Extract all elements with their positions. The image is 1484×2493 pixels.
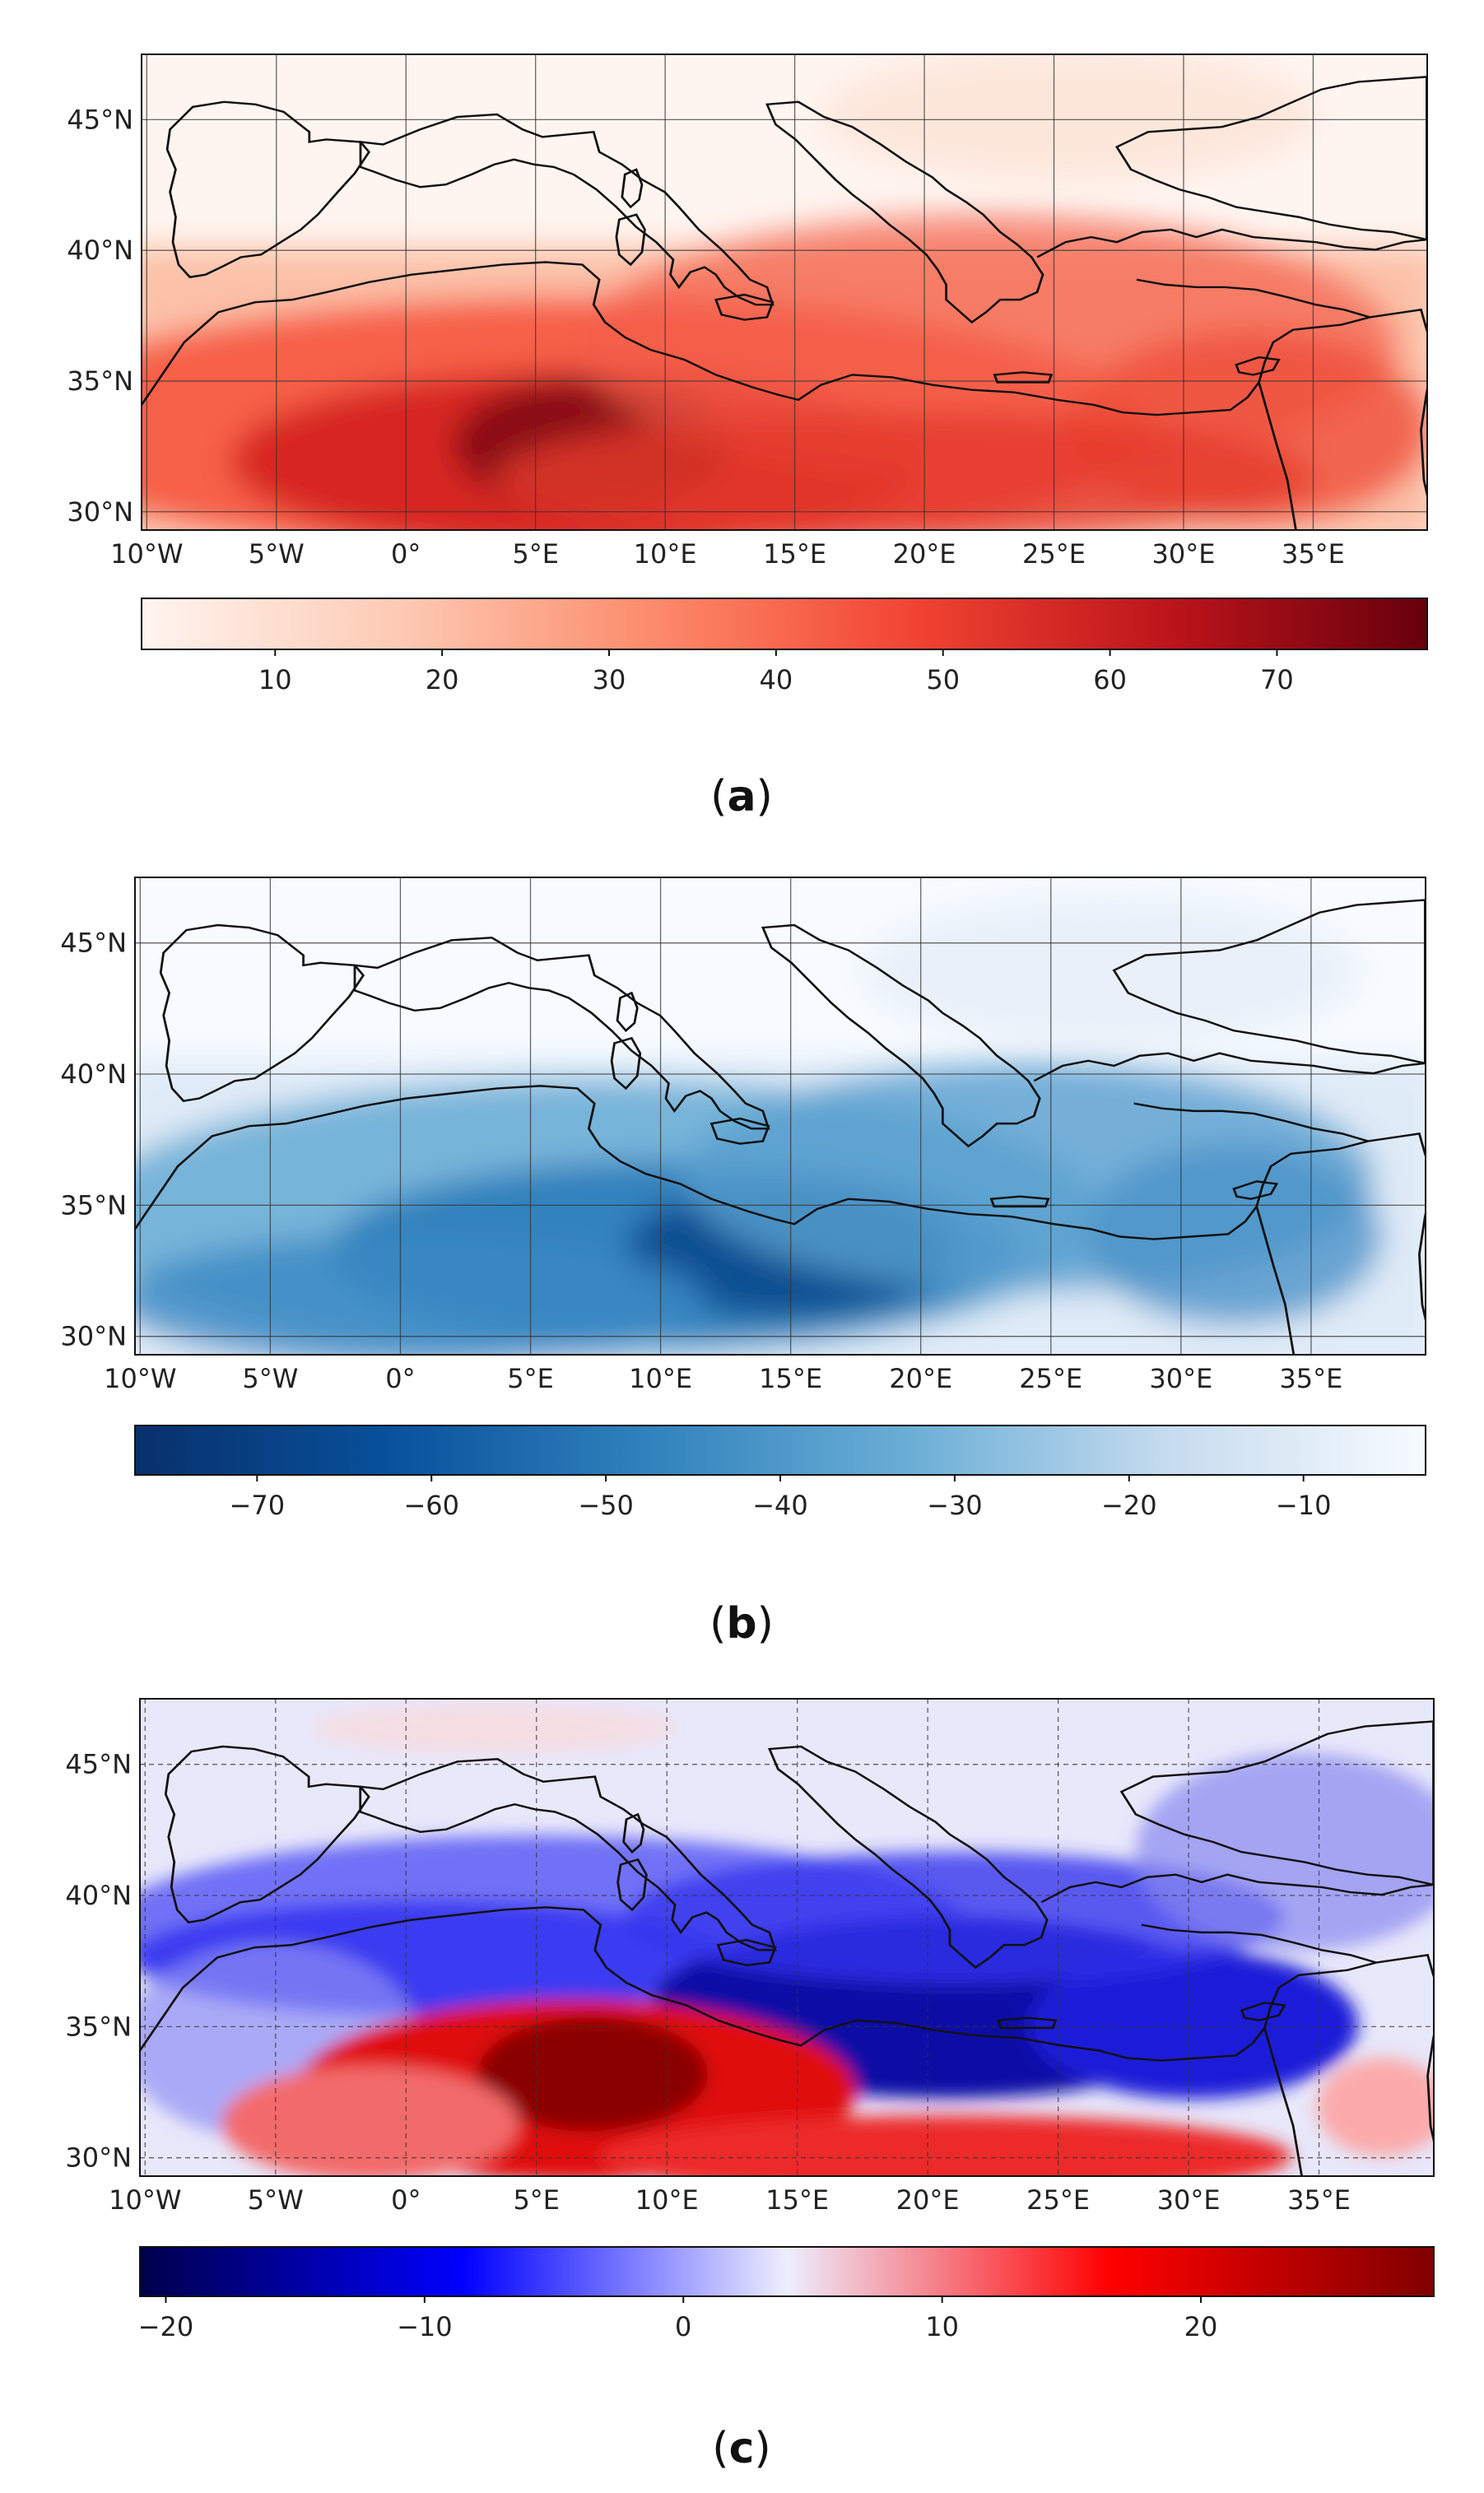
panel-a-lat-tick-label: 35°N: [67, 365, 133, 397]
panel-b-colorbar-ticks: −70 −60 −50 −40 −30 −20 −10: [230, 1475, 1332, 1521]
panel-c-colorbar-tick-label: −20: [138, 2311, 194, 2342]
panel-c-lat-ticks: 45°N 40°N 35°N 30°N: [65, 1749, 132, 2174]
panel-b-lon-tick-label: 30°E: [1149, 1363, 1212, 1394]
panel-b-lon-tick-label: 5°E: [507, 1363, 554, 1394]
panel-c-lat-tick-label: 35°N: [65, 2011, 132, 2042]
panel-b-gridlines: [135, 877, 1426, 1355]
panel-b-lon-tick-label: 0°: [385, 1363, 415, 1394]
panel-a-lon-tick-label: 15°E: [763, 538, 826, 570]
panel-b: 45°N 40°N 35°N 30°N 10°W 5°W 0° 5°E 10°E 15°E 20°…: [60, 877, 1426, 1649]
panel-a-lat-tick-label: 45°N: [67, 104, 133, 135]
panel-c-frame: [139, 1698, 1435, 2177]
panel-c-lon-tick-label: 5°W: [248, 2184, 304, 2216]
panel-a-colorbar-tick-label: 40: [759, 664, 793, 695]
panel-b-colorbar-tick-label: −10: [1276, 1490, 1332, 1521]
panel-b-caption: (b): [709, 1599, 774, 1649]
panel-c-lat-tick-label: 40°N: [65, 1880, 132, 1911]
panel-c-colorbar-tick-label: −10: [397, 2311, 453, 2342]
panel-b-lon-tick-label: 35°E: [1279, 1363, 1342, 1394]
panel-b-field: [135, 877, 1426, 1355]
panel-a-colorbar-tick-label: 70: [1260, 664, 1294, 695]
panel-b-colorbar-tick-label: −50: [578, 1490, 634, 1521]
panel-b-lat-tick-label: 30°N: [60, 1321, 127, 1352]
panel-a-lat-tick-label: 40°N: [67, 235, 133, 266]
panel-c-lon-tick-label: 25°E: [1026, 2184, 1090, 2216]
panel-a-lon-tick-label: 5°E: [512, 538, 559, 570]
panel-a-colorbar-ticks: 10 20 30 40 50 60 70: [258, 649, 1294, 695]
panel-b-lat-ticks: 45°N 40°N 35°N 30°N: [60, 928, 127, 1352]
panel-b-lat-tick-label: 40°N: [60, 1058, 127, 1090]
panel-c-lon-tick-label: 5°E: [513, 2184, 560, 2216]
panel-c-lat-tick-label: 45°N: [65, 1749, 132, 1780]
panel-c-lon-tick-label: 30°E: [1157, 2184, 1221, 2216]
panel-a-colorbar-tick-label: 10: [258, 664, 292, 695]
panel-a-colorbar-tick-label: 50: [926, 664, 960, 695]
panel-c-lat-tick-label: 30°N: [65, 2142, 132, 2174]
panel-b-lon-tick-label: 25°E: [1019, 1363, 1082, 1394]
panel-a: 45°N 40°N 35°N 30°N 10°W 5°W 0° 5°E 10°E 15°E 20°…: [67, 53, 1428, 821]
panel-b-lon-tick-label: 20°E: [889, 1363, 952, 1394]
panel-b-lat-tick-label: 45°N: [60, 928, 127, 959]
panel-c-lon-tick-label: 10°W: [109, 2184, 181, 2216]
panel-a-lon-tick-label: 35°E: [1282, 538, 1345, 570]
panel-b-colorbar-tick-label: −60: [403, 1490, 459, 1521]
panel-c-lon-ticks: 10°W 5°W 0° 5°E 10°E 15°E 20°E 25°E 30°E 35°E: [109, 2184, 1351, 2216]
panel-c-gridlines: [140, 1699, 1434, 2176]
panel-a-colorbar-tick-label: 20: [426, 664, 459, 695]
panel-a-caption: (a): [710, 772, 773, 821]
panel-a-lon-tick-label: 25°E: [1022, 538, 1086, 570]
panel-b-colorbar-tick-label: −30: [927, 1490, 983, 1521]
panel-a-colorbar-tick-label: 30: [593, 664, 626, 695]
panel-c-lon-tick-label: 35°E: [1287, 2184, 1351, 2216]
panel-a-frame: [141, 53, 1428, 531]
panel-a-lon-ticks: 10°W 5°W 0° 5°E 10°E 15°E 20°E 25°E 30°E 35°E: [110, 538, 1345, 570]
panel-b-lon-tick-label: 15°E: [759, 1363, 822, 1394]
panel-c-colorbar: [139, 2246, 1435, 2297]
panel-a-lon-tick-label: 10°E: [634, 538, 697, 570]
panel-a-colorbar-tick-label: 60: [1093, 664, 1127, 695]
panel-a-lon-tick-label: 10°W: [110, 538, 183, 570]
panel-b-lat-tick-label: 35°N: [60, 1189, 127, 1221]
panel-b-lon-tick-label: 10°E: [629, 1363, 692, 1394]
panel-b-colorbar-tick-label: −40: [752, 1490, 808, 1521]
panel-c-lon-tick-label: 15°E: [765, 2184, 829, 2216]
panel-c-caption: (c): [712, 2424, 770, 2473]
panel-c-lon-tick-label: 10°E: [635, 2184, 699, 2216]
panel-b-lon-tick-label: 5°W: [242, 1363, 298, 1394]
panel-c-field: [140, 1699, 1434, 2176]
panel-c-colorbar-tick-label: 20: [1184, 2311, 1218, 2342]
panel-a-lon-tick-label: 0°: [391, 538, 421, 570]
panel-b-colorbar-tick-label: −20: [1101, 1490, 1157, 1521]
panel-a-lon-tick-label: 5°W: [249, 538, 305, 570]
panel-a-lon-tick-label: 20°E: [893, 538, 956, 570]
panel-c-colorbar-tick-label: 10: [925, 2311, 959, 2342]
panel-a-colorbar: [141, 598, 1428, 650]
panel-c: 45°N 40°N 35°N 30°N 10°W 5°W 0° 5°E 10°E 15°E 20°…: [65, 1698, 1435, 2473]
panel-b-lon-ticks: 10°W 5°W 0° 5°E 10°E 15°E 20°E 25°E 30°E 35°E: [104, 1363, 1342, 1394]
panel-a-lon-tick-label: 30°E: [1152, 538, 1216, 570]
panel-b-lon-tick-label: 10°W: [104, 1363, 176, 1394]
panel-b-frame: [134, 877, 1426, 1356]
panel-a-gridlines: [142, 54, 1427, 530]
panel-b-colorbar-tick-label: −70: [230, 1490, 286, 1521]
panel-c-lon-tick-label: 20°E: [896, 2184, 960, 2216]
panel-c-lon-tick-label: 0°: [391, 2184, 421, 2216]
panel-c-colorbar-ticks: −20 −10 0 10 20: [138, 2296, 1218, 2342]
panel-b-colorbar: [134, 1425, 1426, 1476]
panel-c-colorbar-tick-label: 0: [675, 2311, 691, 2342]
panel-a-lat-ticks: 45°N 40°N 35°N 30°N: [67, 104, 133, 527]
panel-a-lat-tick-label: 30°N: [67, 496, 133, 528]
